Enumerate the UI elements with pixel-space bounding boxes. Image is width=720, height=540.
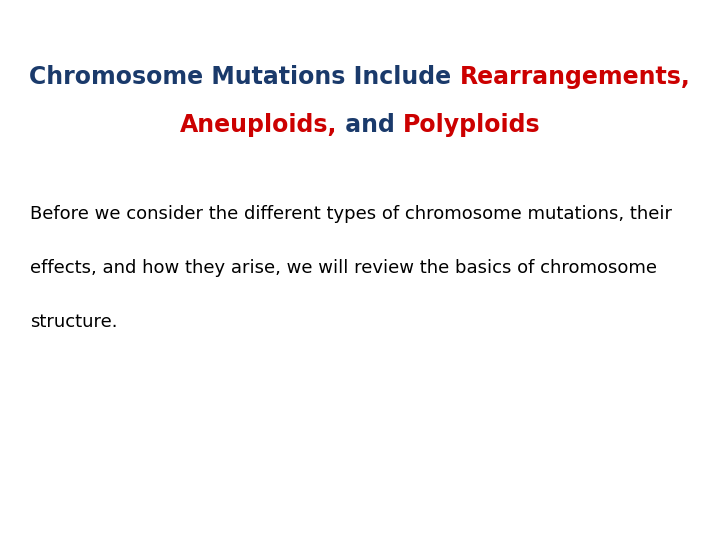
Text: structure.: structure. xyxy=(30,313,117,331)
Text: Chromosome Mutations Include: Chromosome Mutations Include xyxy=(30,65,460,89)
Text: and: and xyxy=(337,113,403,137)
Text: effects, and how they arise, we will review the basics of chromosome: effects, and how they arise, we will rev… xyxy=(30,259,657,277)
Text: Rearrangements,: Rearrangements, xyxy=(460,65,690,89)
Text: Aneuploids,: Aneuploids, xyxy=(179,113,337,137)
Text: Before we consider the different types of chromosome mutations, their: Before we consider the different types o… xyxy=(30,205,672,223)
Text: Polyploids: Polyploids xyxy=(403,113,541,137)
